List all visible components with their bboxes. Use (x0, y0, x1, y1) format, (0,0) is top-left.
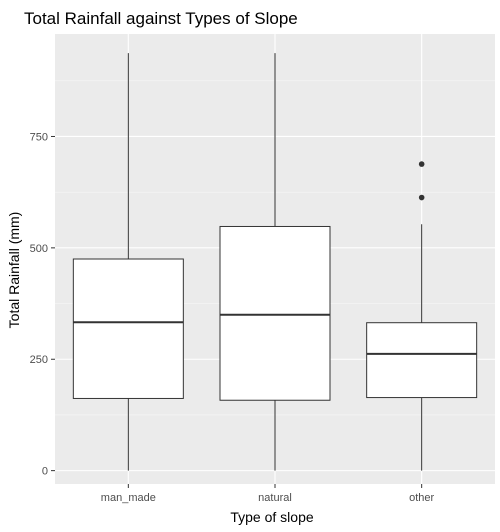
box-iqr (366, 322, 478, 399)
box-natural (219, 53, 331, 471)
x-tick-label: other (409, 492, 434, 504)
y-axis: 0 250 500 750 (30, 131, 55, 478)
x-axis-title: Type of slope (230, 509, 313, 525)
outlier-point (418, 161, 425, 167)
y-tick-label: 0 (42, 466, 48, 478)
box-iqr (219, 225, 331, 401)
x-axis: man_made natural other (101, 484, 435, 504)
box-man_made (72, 53, 184, 471)
y-tick-label: 500 (30, 243, 48, 255)
boxes (72, 53, 478, 471)
box-iqr (72, 258, 184, 399)
box-other (366, 161, 478, 471)
outlier-point (418, 194, 425, 201)
y-tick-label: 750 (30, 131, 48, 143)
y-axis-title: Total Rainfall (mm) (6, 212, 22, 329)
chart-title: Total Rainfall against Types of Slope (24, 9, 298, 28)
y-tick-label: 250 (30, 354, 48, 366)
x-tick-label: man_made (101, 492, 156, 504)
x-tick-label: natural (258, 492, 292, 504)
